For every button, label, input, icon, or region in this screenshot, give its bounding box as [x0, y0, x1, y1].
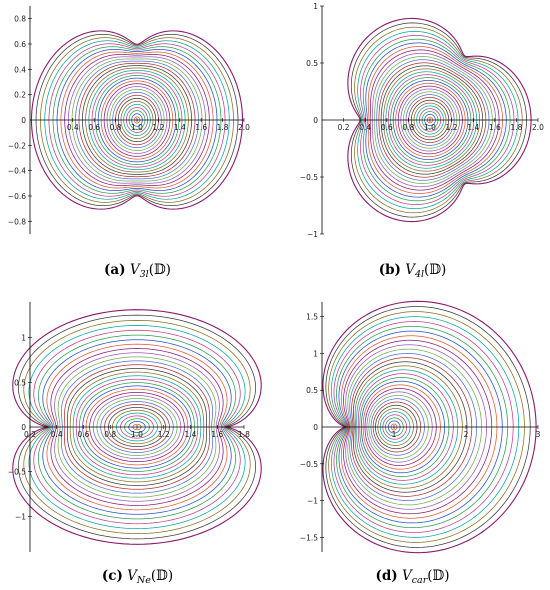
y-tick-label: −0.6 [8, 192, 26, 201]
x-tick-label: 0.8 [402, 123, 414, 132]
caption-a-symbol: V [129, 262, 140, 278]
caption-d-letter: (d) [375, 568, 398, 584]
x-tick-label: 0.4 [51, 430, 63, 439]
y-tick-label: −0.5 [300, 460, 318, 469]
panel-d: 1 2 3 1.5 1 0.5 0 −0.5 −1 −1.5 [300, 296, 546, 558]
x-tick-label: 0.4 [67, 123, 79, 132]
y-tick-label: −0.5 [300, 173, 318, 182]
x-tick-label: 0.6 [381, 123, 393, 132]
y-tick-label: 0 [313, 116, 318, 125]
plot-v3l: 0.4 0.6 0.8 1.0 1.2 1.4 1.6 1.8 2.0 0.8 0.6 0.4 0.2 0… [8, 6, 250, 234]
caption-b-letter: (b) [378, 262, 401, 278]
y-tick-label: −1 [15, 512, 26, 521]
y-tick-label: 0.5 [14, 378, 26, 387]
x-tick-label: 1.8 [510, 123, 522, 132]
plot-vne: 0.2 0.4 0.6 0.8 1.0 1.2 1.4 1.6 1.8 1 0.5 0 −0.5 −1 [8, 302, 262, 552]
y-tick-label: 1.5 [306, 313, 318, 322]
caption-c-argument: (𝔻) [150, 568, 174, 584]
x-tick-label: 1.2 [158, 430, 170, 439]
x-tick-label: 1.8 [238, 430, 250, 439]
y-tick-label: 0.6 [14, 40, 26, 49]
caption-d-argument: (𝔻) [427, 568, 450, 584]
y-tick-label: 0 [21, 116, 26, 125]
x-tick-label: 1.0 [131, 123, 143, 132]
caption-c: (c) VNe(𝔻) [0, 568, 275, 586]
x-tick-label: 1.2 [446, 123, 458, 132]
y-tick-label: 0 [21, 423, 26, 432]
y-tick-label: 0.5 [306, 59, 318, 68]
caption-a: (a) V3l(𝔻) [0, 262, 275, 280]
x-tick-label: 0.4 [359, 123, 371, 132]
y-tick-label: −0.4 [8, 167, 26, 176]
x-tick-label: 1 [392, 430, 397, 439]
caption-c-letter: (c) [101, 568, 123, 584]
y-tick-label: 1 [313, 349, 318, 358]
x-tick-label: 2.0 [532, 123, 544, 132]
caption-c-subscript: Ne [136, 575, 151, 586]
x-tick-label: 1.4 [174, 123, 186, 132]
caption-d: (d) Vcar(𝔻) [275, 568, 550, 586]
y-tick-label: −1 [307, 230, 318, 239]
x-tick-label: 1.8 [217, 123, 229, 132]
y-tick-label: 1 [313, 2, 318, 11]
caption-b-argument: (𝔻) [424, 262, 447, 278]
x-tick-label: 1.0 [131, 430, 143, 439]
x-tick-label: 1.0 [424, 123, 436, 132]
x-tick-label: 1.6 [489, 123, 501, 132]
x-tick-label: 0.6 [78, 430, 90, 439]
caption-c-symbol: V [127, 568, 137, 584]
caption-a-argument: (𝔻) [148, 262, 171, 278]
x-tick-label: 1.6 [195, 123, 207, 132]
plot-v4l: 0.2 0.4 0.6 0.8 1.0 1.2 1.4 1.6 1.8 2.0 1 0.5 0 −0.5 −… [300, 2, 544, 239]
x-tick-label: 0.2 [338, 123, 350, 132]
panel-c: 0.2 0.4 0.6 0.8 1.0 1.2 1.4 1.6 1.8 1 0.5 0 −0.5 −1 [8, 296, 262, 558]
x-tick-label: 0.8 [104, 430, 116, 439]
y-tick-label: 1 [21, 334, 26, 343]
x-tick-label: 1.4 [185, 430, 197, 439]
y-tick-label: 0 [313, 423, 318, 432]
x-tick-label: 1.6 [211, 430, 223, 439]
y-tick-label: −1.5 [300, 533, 318, 542]
y-tick-label: −0.5 [8, 468, 26, 477]
x-tick-label: 1.2 [152, 123, 164, 132]
y-tick-label: −0.8 [8, 217, 26, 226]
plot-vcar: 1 2 3 1.5 1 0.5 0 −0.5 −1 −1.5 [300, 300, 541, 554]
y-tick-label: 0.4 [14, 65, 26, 74]
panel-b: 0.2 0.4 0.6 0.8 1.0 1.2 1.4 1.6 1.8 2.0 1 0.5 0 −0.5 −… [300, 0, 546, 240]
caption-a-letter: (a) [104, 262, 126, 278]
caption-a-subscript: 3l [139, 269, 149, 280]
x-tick-label: 0.8 [110, 123, 122, 132]
x-tick-label: 2.0 [238, 123, 250, 132]
y-tick-label: 0.2 [14, 91, 26, 100]
y-tick-label: 0.8 [14, 15, 26, 24]
caption-d-symbol: V [401, 568, 412, 584]
x-tick-label: 1.4 [467, 123, 479, 132]
x-tick-label: 0.6 [88, 123, 100, 132]
panel-a: 0.4 0.6 0.8 1.0 1.2 1.4 1.6 1.8 2.0 0.8 0.6 0.4 0.2 0… [8, 0, 254, 240]
caption-d-subscript: car [411, 575, 428, 586]
x-tick-label: 2 [464, 430, 469, 439]
y-tick-label: 0.5 [306, 386, 318, 395]
y-tick-label: −1 [307, 497, 318, 506]
x-tick-label: 0.2 [24, 430, 36, 439]
caption-b-symbol: V [405, 262, 415, 278]
caption-b-subscript: 4l [414, 269, 425, 280]
x-tick-label: 3 [536, 430, 541, 439]
y-tick-label: −0.2 [8, 141, 26, 150]
caption-b: (b) V4l(𝔻) [275, 262, 550, 280]
